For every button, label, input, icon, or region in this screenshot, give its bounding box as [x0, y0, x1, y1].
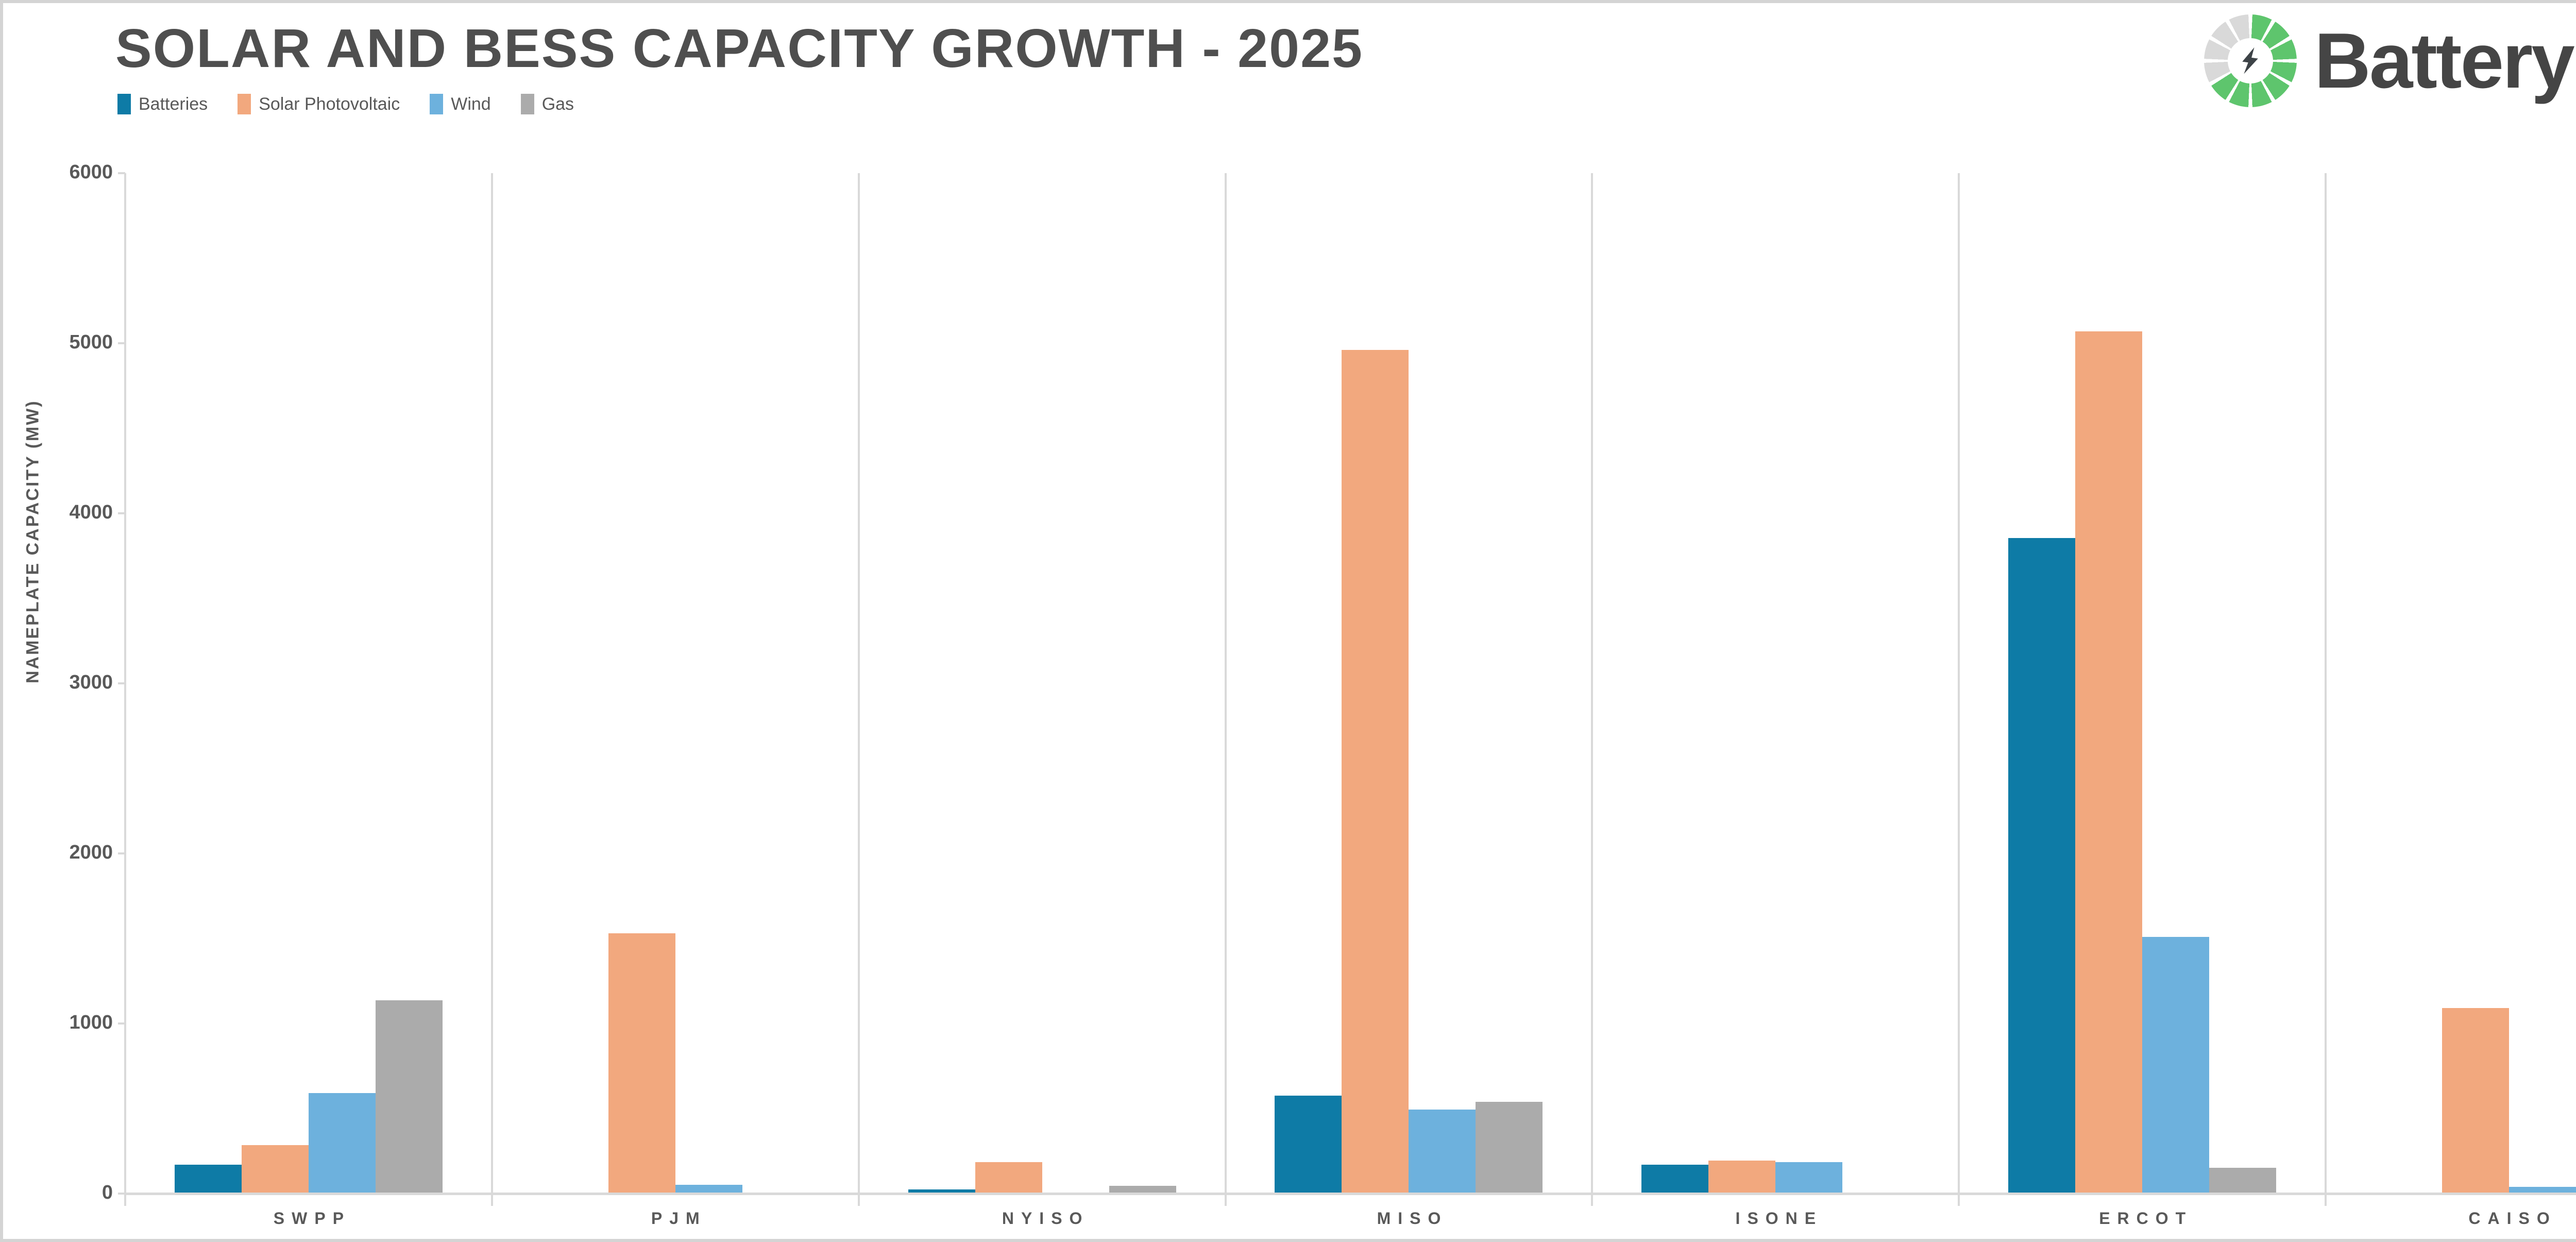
- category-separator-line: [857, 173, 860, 1206]
- category-separator-line: [1224, 173, 1227, 1206]
- bar-solar-photovoltaic: [1708, 1161, 1776, 1194]
- x-axis-label-miso: MISO: [1377, 1209, 1448, 1228]
- category-separator-line: [490, 173, 493, 1206]
- legend-label: Wind: [451, 94, 491, 114]
- bar-group-nyiso: [859, 173, 1226, 1194]
- batteryos-logo: BatteryOS: [2204, 14, 2576, 107]
- bar-group-miso: [1226, 173, 1592, 1194]
- legend-item: Batteries: [117, 94, 208, 114]
- x-axis-label-swpp: SWPP: [273, 1209, 351, 1228]
- bar-wind: [308, 1093, 376, 1194]
- bar-group-swpp: [125, 173, 492, 1194]
- x-axis-label-isone: ISONE: [1735, 1209, 1823, 1228]
- bar-batteries: [1275, 1096, 1342, 1194]
- legend-label: Solar Photovoltaic: [259, 94, 400, 114]
- bar-wind: [1409, 1110, 1476, 1194]
- legend-item: Gas: [520, 94, 574, 114]
- bar-wind: [2142, 937, 2210, 1194]
- y-tick-mark: [118, 1193, 125, 1195]
- y-tick-mark: [118, 852, 125, 854]
- bar-wind: [2509, 1187, 2576, 1194]
- bar-gas: [1109, 1186, 1176, 1194]
- y-tick-label: 3000: [69, 672, 113, 693]
- x-axis-label-nyiso: NYISO: [1002, 1209, 1090, 1228]
- bar-group-isone: [1592, 173, 1959, 1194]
- bar-solar-photovoltaic: [608, 933, 675, 1194]
- bar-solar-photovoltaic: [975, 1162, 1042, 1194]
- chart-legend: Batteries Solar Photovoltaic Wind Gas: [117, 94, 574, 114]
- y-tick-mark: [118, 342, 125, 344]
- x-axis-label-caiso: CAISO: [2468, 1209, 2557, 1228]
- bar-wind: [675, 1185, 742, 1194]
- legend-item: Solar Photovoltaic: [238, 94, 400, 114]
- bar-solar-photovoltaic: [2442, 1008, 2510, 1194]
- legend-item: Wind: [430, 94, 491, 114]
- y-tick-label: 6000: [69, 161, 113, 183]
- battery-wheel-icon: [2204, 14, 2297, 107]
- category-separator-line: [2325, 173, 2327, 1206]
- bar-batteries: [174, 1165, 242, 1194]
- category-separator-line: [1958, 173, 1960, 1206]
- x-axis-label-ercot: ERCOT: [2099, 1209, 2193, 1228]
- y-tick-mark: [118, 512, 125, 514]
- y-tick-mark: [118, 1022, 125, 1025]
- legend-swatch: [520, 94, 534, 114]
- bar-batteries: [2008, 538, 2076, 1194]
- bar-solar-photovoltaic: [1342, 350, 1409, 1194]
- y-tick-mark: [118, 172, 125, 174]
- y-tick-label: 1000: [69, 1012, 113, 1033]
- bar-batteries: [908, 1189, 975, 1194]
- logo-center: [2228, 38, 2273, 83]
- category-separator-line: [1591, 173, 1594, 1206]
- y-tick-label: 0: [101, 1182, 113, 1203]
- legend-label: Gas: [541, 94, 574, 114]
- y-tick-label: 2000: [69, 842, 113, 863]
- plot-area: 6000 5000 4000 3000 2000 1000 0 SWPP PJM NYISO MIS…: [69, 161, 2576, 1228]
- bar-gas: [1476, 1102, 1543, 1194]
- x-axis-line: [125, 1193, 2576, 1195]
- bar-gas: [375, 1000, 443, 1194]
- y-axis-line: [124, 173, 126, 1206]
- chart-title: SOLAR AND BESS CAPACITY GROWTH - 2025: [115, 18, 1363, 79]
- legend-swatch: [117, 94, 131, 114]
- logo-wordmark: BatteryOS: [2314, 17, 2576, 105]
- bar-solar-photovoltaic: [241, 1145, 309, 1194]
- bar-wind: [1775, 1162, 1843, 1194]
- bar-gas: [2209, 1168, 2277, 1194]
- bar-batteries: [1641, 1165, 1709, 1194]
- x-axis-label-pjm: PJM: [651, 1209, 707, 1228]
- legend-swatch: [238, 94, 251, 114]
- legend-label: Batteries: [139, 94, 208, 114]
- bar-group-ercot: [1959, 173, 2326, 1194]
- legend-swatch: [430, 94, 444, 114]
- y-tick-mark: [118, 682, 125, 684]
- lightning-bolt-icon: [2242, 47, 2258, 74]
- bar-group-caiso: [2326, 173, 2576, 1194]
- y-tick-label: 4000: [69, 501, 113, 523]
- bar-group-pjm: [492, 173, 859, 1194]
- bar-solar-photovoltaic: [2075, 331, 2143, 1194]
- y-tick-label: 5000: [69, 331, 113, 353]
